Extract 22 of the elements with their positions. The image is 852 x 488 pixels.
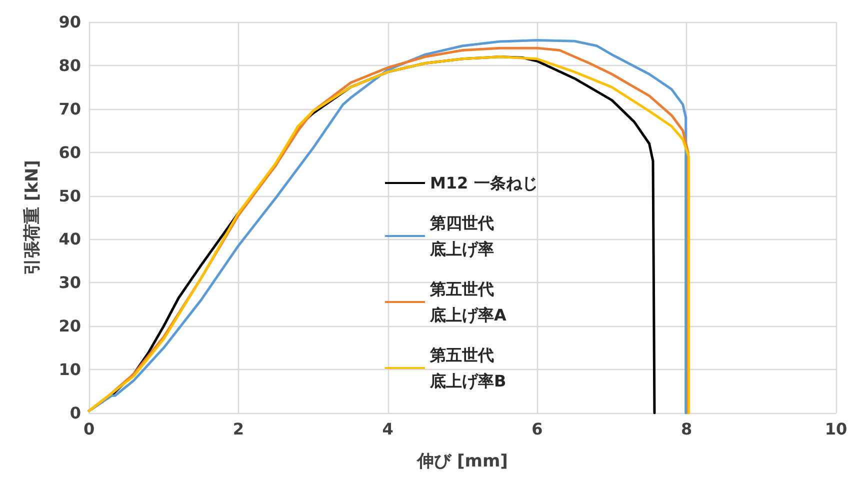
x-tick-label: 6 [532,420,543,438]
y-tick-label: 10 [58,360,81,380]
y-tick-label: 20 [58,316,81,336]
x-tick-label: 10 [824,420,848,438]
y-tick-label: 30 [58,273,81,292]
y-tick-label: 50 [58,186,81,206]
y-tick-label: 40 [58,230,81,249]
y-tick-label: 80 [58,56,81,75]
legend-label: M12 一条ねじ [430,174,538,192]
y-tick-label: 90 [58,12,81,32]
legend-label: 第五世代底上げ率A [429,280,507,324]
legend-label: 第四世代底上げ率 [429,214,494,258]
y-tick-label: 70 [58,99,81,118]
x-tick-label: 2 [232,420,244,438]
legend-label: 第五世代底上げ率B [429,346,506,390]
x-tick-label: 8 [681,420,692,438]
x-tick-label: 4 [382,420,394,438]
y-axis-title: 引張荷重 [kN] [22,160,42,275]
x-tick-label: 0 [83,420,95,438]
x-axis-title: 伸び [mm] [416,452,508,472]
y-tick-label: 60 [58,142,81,162]
y-tick-label: 0 [70,404,81,422]
